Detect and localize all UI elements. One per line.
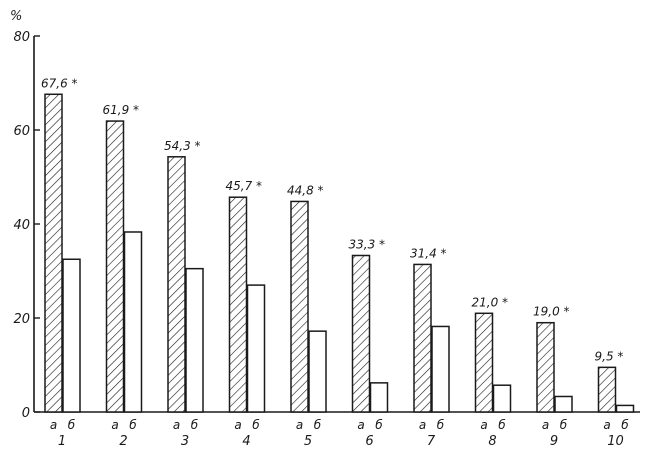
data-label: 9,5 *: [595, 349, 624, 363]
data-label: 33,3 *: [349, 237, 386, 251]
bar-a: [536, 321, 555, 413]
sub-label-b: б: [314, 418, 322, 432]
sub-label-b: б: [68, 418, 76, 432]
sub-label-a: а: [111, 418, 118, 432]
bar-a: [105, 120, 125, 413]
bar-b: [185, 267, 204, 413]
bar-b: [431, 325, 450, 413]
y-ticks: 0 20 40 60 80: [13, 30, 40, 421]
bars: [44, 93, 635, 413]
category-label: 1: [58, 434, 66, 449]
y-tick-label: 60: [13, 124, 30, 139]
sub-label-a: а: [234, 418, 241, 432]
bar-b: [492, 384, 512, 413]
y-tick-label: 80: [13, 30, 30, 45]
category-label: 3: [181, 434, 189, 449]
category-label: 2: [119, 434, 127, 449]
category-label: 7: [427, 434, 436, 449]
sub-label-b: б: [375, 418, 383, 432]
sub-label-a: а: [480, 418, 487, 432]
bar-a: [228, 196, 248, 413]
bar-a: [474, 312, 494, 413]
sub-label-a: а: [357, 418, 364, 432]
category-label: 6: [365, 434, 373, 449]
data-label: 44,8 *: [287, 183, 324, 197]
sub-label-b: б: [437, 418, 445, 432]
data-label: 45,7 *: [226, 179, 263, 193]
data-label: 21,0 *: [472, 295, 509, 309]
data-label: 54,3 *: [164, 139, 201, 153]
category-label: 10: [607, 434, 624, 449]
sub-label-b: б: [129, 418, 137, 432]
category-label: 9: [550, 434, 558, 449]
bar-a: [167, 156, 186, 413]
y-tick-label: 40: [13, 218, 30, 233]
data-label: 67,6 *: [41, 76, 78, 90]
bar-b: [62, 258, 81, 413]
bar-b: [246, 284, 266, 413]
sub-label-a: а: [603, 418, 610, 432]
sub-label-a: а: [542, 418, 549, 432]
sub-label-a: а: [50, 418, 57, 432]
category-label: 8: [488, 434, 496, 449]
bar-a: [597, 366, 617, 413]
bar-a: [290, 200, 309, 413]
y-tick-label: 20: [13, 312, 30, 327]
category-label: 4: [242, 434, 250, 449]
bar-a: [44, 93, 63, 413]
bar-b: [615, 404, 635, 413]
sub-label-a: а: [296, 418, 303, 432]
sub-label-a: а: [419, 418, 426, 432]
bar-b: [123, 231, 143, 413]
bar-b: [308, 330, 327, 413]
sub-label-b: б: [252, 418, 260, 432]
bar-a: [351, 254, 371, 413]
data-label: 61,9 *: [103, 103, 140, 117]
y-unit-label: %: [10, 9, 22, 24]
y-tick-label: 0: [22, 406, 30, 421]
sub-label-b: б: [191, 418, 199, 432]
bar-a: [413, 263, 432, 413]
sub-label-b: б: [498, 418, 506, 432]
bar-b: [369, 382, 389, 413]
sub-label-b: б: [621, 418, 629, 432]
sub-label-b: б: [560, 418, 568, 432]
sub-label-a: а: [173, 418, 180, 432]
category-label: 5: [304, 434, 312, 449]
data-label: 31,4 *: [410, 246, 447, 260]
bar-b: [554, 395, 573, 413]
data-label: 19,0 *: [533, 305, 570, 319]
